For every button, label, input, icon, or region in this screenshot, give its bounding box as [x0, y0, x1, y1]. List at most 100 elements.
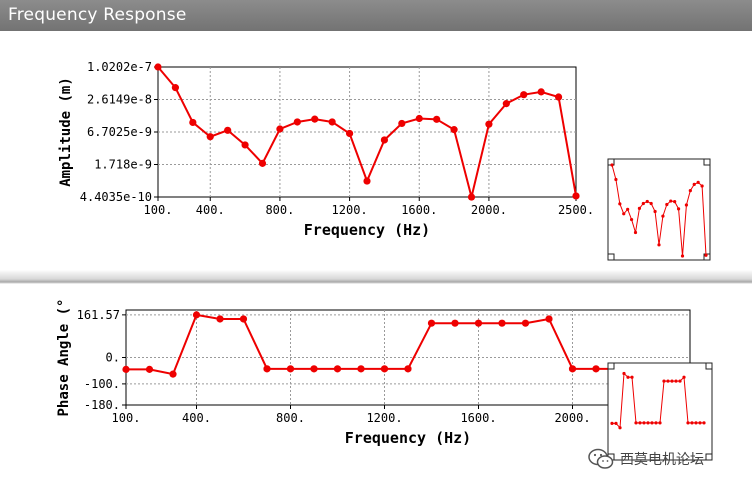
pane-splitter[interactable] — [0, 270, 752, 284]
data-point — [554, 93, 563, 101]
data-point — [286, 365, 295, 373]
wechat-icon — [588, 448, 614, 469]
x-tick-label: 800. — [265, 203, 294, 217]
y-tick-label: -100. — [84, 377, 120, 391]
thumbnail-point — [618, 426, 622, 430]
thumbnail-point — [638, 421, 642, 425]
thumbnail-point — [690, 421, 694, 425]
data-point — [474, 319, 483, 327]
x-tick-label: 800. — [276, 411, 305, 425]
data-point — [192, 311, 201, 319]
data-point — [169, 370, 177, 378]
watermark-text: 西莫电机论坛 — [620, 452, 704, 468]
thumbnail-point — [700, 184, 704, 188]
y-tick-label: 2.6149e-8 — [87, 93, 152, 107]
window-title: Frequency Response — [8, 5, 187, 25]
data-point — [415, 114, 423, 123]
thumbnail-point — [676, 207, 681, 211]
watermark: 西莫电机论坛 — [588, 444, 704, 474]
thumbnail-point — [670, 379, 674, 383]
thumbnail-point — [634, 421, 638, 425]
y-tick-label: 161.57 — [77, 308, 120, 322]
data-point — [293, 118, 301, 126]
thumbnail-point — [650, 421, 654, 425]
thumbnail-handle — [703, 158, 711, 166]
thumbnail-point — [666, 379, 670, 383]
x-tick-label: 100. — [112, 411, 141, 425]
thumbnail-point — [702, 421, 706, 425]
data-point — [328, 118, 336, 126]
thumbnail-point — [654, 421, 658, 425]
data-point — [363, 177, 371, 185]
window-titlebar: Frequency Response — [0, 0, 752, 31]
data-point — [333, 365, 342, 373]
thumbnail-point — [610, 163, 614, 167]
thumbnail-point — [669, 199, 673, 203]
x-tick-label: 400. — [196, 203, 225, 217]
data-point — [216, 315, 224, 323]
data-point — [451, 319, 459, 327]
y-axis-title: Phase Angle (° — [56, 298, 72, 416]
data-point — [241, 141, 249, 149]
thumbnail-point — [653, 209, 657, 214]
thumbnail-point — [641, 201, 645, 206]
x-tick-label: 1200. — [332, 203, 368, 217]
y-tick-label: 1.0202e-7 — [87, 60, 152, 74]
data-point — [398, 119, 406, 128]
data-point — [239, 315, 248, 323]
data-point — [572, 192, 580, 200]
thumbnail-point — [698, 421, 702, 425]
data-point — [427, 319, 436, 327]
thumbnail-point — [674, 379, 678, 383]
thumbnail-point — [637, 206, 642, 211]
series-line — [126, 313, 667, 376]
thumbnail-point — [694, 421, 698, 425]
data-point — [485, 120, 493, 128]
thumbnail-point — [622, 212, 626, 216]
amplitude-chart: 100. 400. 800. 1200. 1600. 2000. 2500. 1.0202e-… — [58, 60, 711, 261]
y-tick-label: 4.4035e-10 — [80, 190, 152, 204]
thumbnail-point — [696, 180, 700, 185]
data-point — [258, 159, 267, 167]
data-point — [224, 126, 232, 134]
thumbnail-point — [680, 254, 685, 258]
thumbnail-point — [614, 421, 618, 425]
data-point — [357, 365, 365, 373]
thumbnail-point — [678, 379, 682, 383]
x-tick-label: 1600. — [401, 203, 437, 217]
thumbnail-point — [684, 203, 689, 207]
x-tick-label: 2000. — [554, 411, 590, 425]
y-tick-label: 6.7025e-9 — [87, 125, 152, 139]
data-point — [189, 118, 197, 127]
data-point — [450, 126, 458, 134]
data-point — [171, 84, 180, 92]
data-point — [520, 91, 528, 99]
y-axis-title: Amplitude (m) — [58, 77, 74, 187]
data-point — [345, 129, 354, 138]
data-point — [310, 365, 318, 373]
data-point — [263, 365, 271, 373]
thumbnail-point — [665, 202, 669, 207]
thumbnail-point — [682, 375, 686, 379]
thumbnail-point — [626, 207, 630, 211]
thumbnail-point — [686, 421, 690, 425]
thumbnail-point — [630, 375, 634, 379]
thumbnail-handle — [703, 253, 711, 261]
x-tick-label: 400. — [182, 411, 211, 425]
data-point — [380, 136, 389, 144]
x-tick-label: 1600. — [460, 411, 496, 425]
data-point — [545, 315, 553, 323]
y-tick-label: -180. — [84, 398, 120, 412]
thumbnail-handle — [607, 253, 615, 261]
thumbnail-frame — [607, 362, 713, 461]
data-point — [467, 193, 476, 201]
thumbnail-point — [688, 189, 692, 193]
thumbnail-point — [662, 379, 666, 383]
thumbnail-point — [692, 182, 696, 186]
thumbnail-point — [673, 200, 677, 204]
data-point — [154, 63, 162, 71]
x-tick-label: 1200. — [366, 411, 402, 425]
data-point — [568, 365, 577, 373]
thumbnail-point — [626, 375, 630, 379]
data-point — [206, 133, 214, 141]
